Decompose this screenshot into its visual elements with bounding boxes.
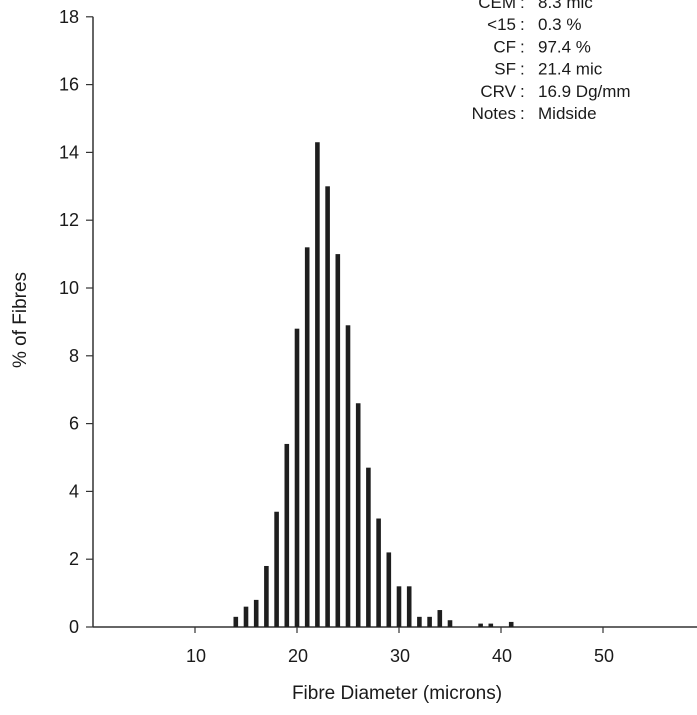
y-tick-label: 0: [69, 617, 79, 637]
y-tick-label: 4: [69, 481, 79, 501]
histogram-bar: [376, 518, 381, 627]
histogram-bar: [335, 254, 341, 627]
stat-colon: :: [520, 0, 525, 12]
y-tick-label: 12: [59, 210, 79, 230]
stat-label: Notes: [472, 104, 516, 123]
stat-value: 16.9 Dg/mm: [538, 82, 631, 101]
histogram-bar: [427, 616, 432, 627]
stat-colon: :: [520, 37, 525, 56]
histogram-bar: [315, 142, 320, 628]
histogram-bar: [253, 599, 259, 627]
stats-box: CEM:8.3 mic<15:0.3 %CF:97.4 %SF:21.4 mic…: [472, 0, 631, 123]
stat-value: Midside: [538, 104, 597, 123]
histogram-bar: [304, 247, 310, 627]
stat-colon: :: [520, 60, 525, 79]
stat-colon: :: [520, 15, 525, 34]
histogram-bar: [488, 623, 494, 627]
y-tick-label: 16: [59, 75, 79, 95]
stat-label: CRV: [480, 82, 516, 101]
histogram-bar: [396, 586, 402, 627]
histogram-bar: [325, 186, 330, 628]
y-axis: 0 2 4 6 8 10 12 14 16 18: [59, 7, 94, 637]
histogram-bar: [437, 610, 443, 627]
stat-label: CEM: [478, 0, 516, 12]
histogram-bar: [386, 552, 392, 627]
histogram-bar: [264, 565, 269, 627]
x-tick-label: 40: [492, 646, 512, 666]
histogram-bar: [274, 511, 279, 627]
bars: [233, 142, 514, 628]
x-tick-label: 30: [390, 646, 410, 666]
histogram-bar: [366, 467, 371, 627]
x-tick-label: 20: [288, 646, 308, 666]
stat-value: 0.3 %: [538, 15, 581, 34]
y-tick-label: 2: [69, 549, 79, 569]
y-axis-title: % of Fibres: [10, 272, 31, 368]
y-tick-label: 18: [59, 7, 79, 27]
stat-colon: :: [520, 104, 525, 123]
y-tick-label: 14: [59, 142, 79, 162]
x-axis-title: Fibre Diameter (microns): [292, 683, 502, 704]
y-tick-label: 6: [69, 414, 79, 434]
histogram-bar: [243, 606, 249, 627]
x-tick-label: 50: [594, 646, 614, 666]
histogram-bar: [508, 621, 514, 627]
stat-label: <15: [487, 15, 516, 34]
y-tick-label: 8: [69, 346, 79, 366]
y-tick-label: 10: [59, 278, 79, 298]
stat-value: 21.4 mic: [538, 60, 603, 79]
x-axis: 10203040506: [93, 626, 697, 666]
stat-colon: :: [520, 82, 525, 101]
histogram-bar: [478, 623, 483, 627]
stat-label: SF: [494, 60, 516, 79]
histogram-bar: [417, 616, 422, 627]
histogram-bar: [447, 620, 453, 627]
stat-value: 97.4 %: [538, 37, 591, 56]
stat-label: CF: [493, 37, 516, 56]
stat-value: 8.3 mic: [538, 0, 593, 12]
histogram-bar: [355, 403, 361, 627]
histogram-bar: [233, 616, 239, 627]
histogram-bar: [294, 328, 300, 627]
x-tick-label: 10: [186, 646, 206, 666]
histogram-bar: [345, 325, 351, 627]
histogram-bar: [284, 443, 290, 627]
histogram-bar: [406, 586, 412, 627]
